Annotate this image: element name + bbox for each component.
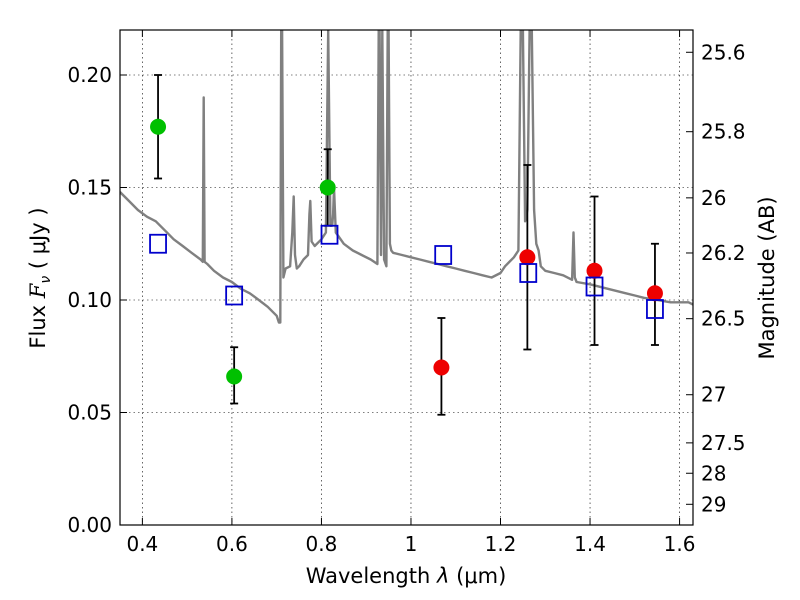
x-axis-label: Wavelength λ (μm) [306,564,507,588]
model-point [434,245,453,265]
y-tick-label: 0.05 [67,401,112,425]
data-point [150,118,167,135]
data-point [319,179,336,196]
plot-frame [119,29,694,526]
data-point [433,359,450,376]
y2-axis-label: Magnitude (AB) [755,196,779,359]
data-point [226,368,243,385]
y2-tick-label: 27.5 [701,431,746,455]
x-tick-label: 0.6 [216,532,248,556]
y-tick-label: 0.10 [67,288,112,312]
data-point [646,285,663,302]
y2-tick-label: 26.5 [701,307,746,331]
x-tick-label: 1 [405,532,418,556]
y2-tick-label: 26 [701,186,726,210]
y2-tick-label: 29 [701,492,726,516]
y2-tick-label: 27 [701,383,726,407]
spectrum-line [120,30,693,324]
model-point [585,276,604,297]
model-point [149,233,167,254]
y-tick-label: 0.15 [67,176,112,200]
model-point [225,285,244,306]
y-tick-label: 0.00 [67,513,112,537]
x-tick-label: 0.8 [306,532,338,556]
model-point [320,224,339,245]
y-tick-label: 0.20 [67,63,112,87]
model-point [519,263,538,283]
data-markers [149,118,664,385]
x-tick-label: 0.4 [126,532,158,556]
y2-tick-label: 26.2 [701,241,746,265]
axis-ticks: 0.4 0.6 0.8 1 1.2 1.4 1.6 0.00 0.05 0.10 0.15 0.20 2… [67,30,746,556]
y2-tick-label: 25.6 [701,40,746,64]
x-tick-label: 1.2 [485,532,517,556]
plot-area [120,30,693,525]
data-point [586,262,603,279]
x-tick-label: 1.4 [574,532,606,556]
model-spectrum [120,30,693,324]
y2-tick-label: 28 [701,461,726,485]
x-tick-label: 1.6 [664,532,696,556]
y-axis-label: Flux Fν ( μJy ) [26,207,54,348]
y2-tick-label: 25.8 [701,120,746,144]
model-point [646,299,664,319]
data-point [519,249,536,266]
